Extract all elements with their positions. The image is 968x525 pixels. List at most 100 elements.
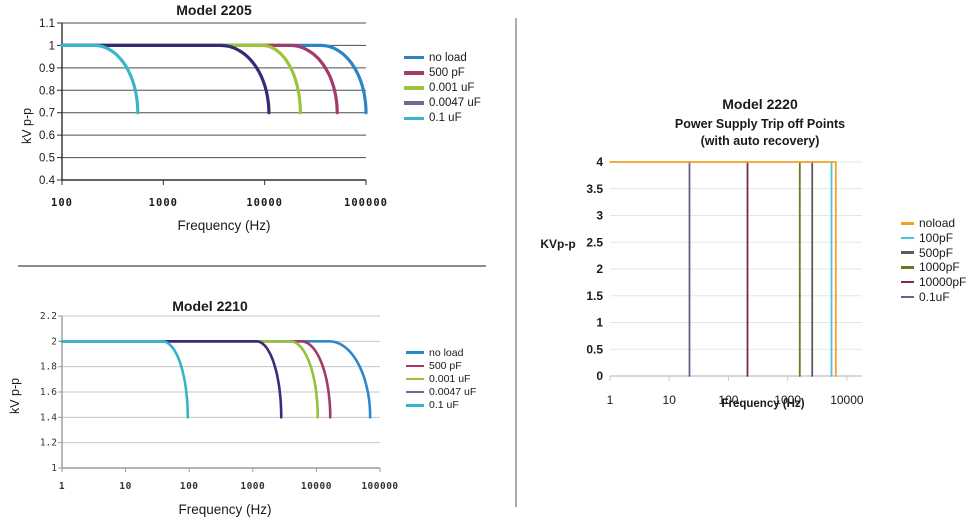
chart-2210-legend: no load 500 pF 0.001 uF 0.0047 uF 0.1 uF [406,346,476,412]
legend-swatch [406,351,424,354]
legend-label: 0.1 uF [429,112,462,125]
chart-2205-x-axis-label: Frequency (Hz) [177,218,271,233]
legend-label: 0.0047 uF [429,97,481,110]
legend-swatch [901,280,914,284]
x-tick-label: 100 [51,197,73,209]
y-tick-label: 3 [596,209,603,223]
x-tick-label: 10000 [301,481,332,492]
legend-item: 10000pF [901,275,966,290]
chart-2210-x-axis-label: Frequency (Hz) [178,502,272,517]
legend-swatch [404,116,424,121]
x-tick-label: 100000 [344,197,388,209]
legend-swatch [404,55,424,60]
chart-2205-y-axis-label: kV p-p [20,107,34,144]
legend-swatch [406,377,424,381]
legend-item: 1000pF [901,260,966,275]
legend-label: 0.0047 uF [429,386,477,399]
legend-label: 0.001 uF [429,81,475,94]
series-curve-no-load [60,43,368,115]
legend-swatch [901,251,914,254]
series-curve-0.001-uF [60,43,302,115]
legend-swatch [406,390,424,394]
y-tick-label: 1 [596,316,603,330]
legend-item: no load [404,50,481,65]
legend-label: noload [919,216,956,231]
legend-item: 0.1 uF [404,111,481,126]
legend-item: 500 pF [404,65,481,80]
series-curve-0.1-uF [60,339,190,419]
series-curve-no-load [60,339,372,419]
legend-label: 10000pF [919,275,967,290]
legend-item: 0.1uF [901,289,966,304]
chart-2220-subtitle: Power Supply Trip off Points [674,117,846,131]
legend-swatch [404,101,424,105]
chart-2220-subtitle-2: (with auto recovery) [700,134,820,148]
chart-2210-title: Model 2210 [172,298,248,314]
chart-2210-y-axis-label: kV p-p [8,377,22,414]
x-tick-label: 100 [180,481,199,492]
series-curve-500-pF [60,43,339,115]
legend-label: 0.1 uF [429,399,459,412]
legend-item: 500 pF [406,359,476,372]
y-tick-label: 3.5 [586,182,603,196]
series-curve-noload [609,161,837,377]
legend-item: 0.0047 uF [404,96,481,111]
legend-item: 0.001 uF [404,80,481,95]
y-tick-label: 1.6 [40,387,57,398]
horizontal-divider [18,265,486,267]
y-tick-label: 0.6 [39,130,55,142]
chart-2220-y-axis-label: KVp-p [540,237,576,251]
series-curve-500-pF [60,339,332,419]
legend-item: 0.0047 uF [406,386,476,399]
legend-swatch [406,404,424,407]
y-tick-label: 0.9 [39,63,55,75]
legend-swatch [406,364,424,368]
chart-2220-legend: noload 100pF 500pF 1000pF 10000pF 0.1uF [901,216,966,304]
legend-label: no load [429,346,464,359]
y-tick-label: 1 [49,40,55,52]
series-curve-0.1-uF [60,43,140,115]
legend-label: 0.001 uF [429,372,471,385]
legend-item: no load [406,346,476,359]
legend-label: 100pF [919,231,954,246]
y-tick-label: 0.7 [39,108,55,120]
x-tick-label: 1 [59,481,65,492]
legend-item: 0.001 uF [406,372,476,385]
legend-item: 0.1 uF [406,399,476,412]
legend-label: 500pF [919,245,954,260]
legend-swatch [404,86,424,90]
y-tick-label: 1.1 [39,18,55,30]
legend-swatch [404,71,424,75]
series-curve-0.001-uF [60,339,320,419]
x-tick-label: 1000 [149,197,178,209]
y-tick-label: 0 [596,369,603,383]
legend-label: 0.1uF [919,289,950,304]
legend-swatch [901,222,914,225]
y-tick-label: 1.8 [40,362,57,373]
y-tick-label: 0.5 [586,342,603,356]
chart-2205-legend: no load 500 pF 0.001 uF 0.0047 uF 0.1 uF [404,50,481,126]
legend-swatch [901,236,914,240]
y-tick-label: 1.5 [586,289,603,303]
chart-2220-title: Model 2220 [722,96,798,112]
x-tick-label: 1 [607,393,614,407]
y-tick-label: 1.4 [40,412,57,423]
y-tick-label: 2 [51,336,57,347]
y-tick-label: 4 [596,155,603,169]
vertical-divider [515,18,517,507]
legend-swatch [901,266,914,269]
legend-label: no load [429,51,467,64]
legend-item: 500pF [901,245,966,260]
y-tick-label: 1.2 [40,438,57,449]
series-curve-0.0047-uF [60,339,283,419]
series-curve-0.0047-uF [60,43,271,115]
x-tick-label: 10 [119,481,131,492]
y-tick-label: 2.2 [40,311,57,322]
legend-label: 1000pF [919,260,960,275]
legend-label: 500 pF [429,359,462,372]
y-tick-label: 0.8 [39,85,55,97]
